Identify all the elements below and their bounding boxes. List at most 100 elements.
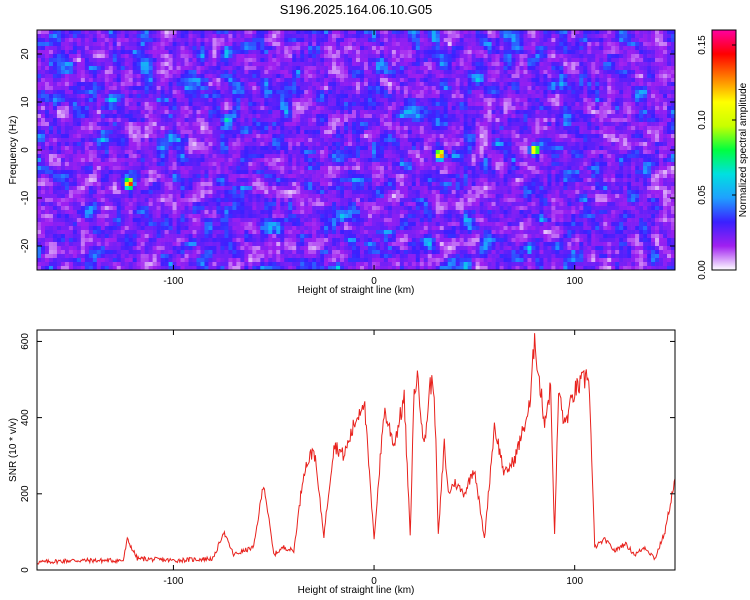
heatmap-cell xyxy=(108,106,114,111)
heatmap-cell xyxy=(320,102,325,107)
heatmap-cell xyxy=(503,38,508,43)
heatmap-cell xyxy=(252,82,257,87)
heatmap-cell xyxy=(627,34,632,39)
heatmap-cell xyxy=(276,54,281,59)
heatmap-cell xyxy=(591,70,596,75)
heatmap-cell xyxy=(84,38,90,43)
heatmap-cell xyxy=(164,82,169,87)
heatmap-cell xyxy=(575,130,580,135)
heatmap-cell xyxy=(371,70,377,75)
heatmap-cell xyxy=(216,42,221,47)
heatmap-cell xyxy=(623,58,628,63)
heatmap-cell xyxy=(100,106,106,111)
heatmap-cell xyxy=(288,130,293,135)
heatmap-cell xyxy=(463,106,468,111)
heatmap-cell xyxy=(76,154,82,159)
heatmap-cell xyxy=(176,46,181,51)
heatmap-cell xyxy=(395,30,401,35)
heatmap-cell xyxy=(427,58,433,63)
heatmap-cell xyxy=(112,74,118,79)
heatmap-cell xyxy=(160,138,165,143)
heatmap-cell xyxy=(511,30,516,35)
heatmap-cell xyxy=(399,50,405,55)
heatmap-cell xyxy=(411,114,417,119)
heatmap-cell xyxy=(300,54,305,59)
heatmap-cell xyxy=(479,150,484,155)
heatmap-cell xyxy=(583,54,588,59)
heatmap-cell xyxy=(359,126,365,131)
heatmap-cell xyxy=(40,126,46,131)
heatmap-cell xyxy=(232,78,237,83)
heatmap-cell xyxy=(244,58,249,63)
heatmap-cell xyxy=(136,126,141,131)
heatmap-cell xyxy=(320,106,325,111)
heatmap-cell xyxy=(403,82,409,87)
heatmap-cell xyxy=(344,142,349,147)
heatmap-cell xyxy=(631,130,636,135)
heatmap-cell xyxy=(431,146,437,151)
heatmap-cell xyxy=(427,86,433,91)
heatmap-cell xyxy=(252,58,257,63)
heatmap-cell xyxy=(451,54,456,59)
heatmap-cell xyxy=(308,86,313,91)
heatmap-cell xyxy=(383,70,389,75)
heatmap-cell xyxy=(64,130,70,135)
heatmap-cell xyxy=(276,118,281,123)
heatmap-cell xyxy=(407,102,413,107)
heatmap-cell xyxy=(515,50,520,55)
heatmap-cell xyxy=(539,34,544,39)
heatmap-cell xyxy=(579,130,584,135)
heatmap-cell xyxy=(200,106,205,111)
heatmap-cell xyxy=(487,146,492,151)
heatmap-cell xyxy=(371,142,377,147)
heatmap-cell xyxy=(635,138,640,143)
heatmap-cell xyxy=(359,122,365,127)
heatmap-cell xyxy=(443,134,449,139)
heatmap-cell xyxy=(507,142,512,147)
heatmap-cell xyxy=(92,62,98,67)
heatmap-cell xyxy=(332,42,337,47)
heatmap-cell xyxy=(40,102,46,107)
heatmap-cell xyxy=(659,78,664,83)
heatmap-cell xyxy=(535,30,540,35)
heatmap-cell xyxy=(48,130,54,135)
heatmap-cell xyxy=(495,86,500,91)
heatmap-cell xyxy=(611,58,616,63)
heatmap-cell xyxy=(651,30,656,35)
heatmap-cell xyxy=(663,70,668,75)
heatmap-cell xyxy=(391,54,397,59)
heatmap-cell xyxy=(316,54,321,59)
heatmap-cell xyxy=(88,130,94,135)
heatmap-cell xyxy=(316,74,321,79)
heatmap-cell xyxy=(292,66,297,71)
heatmap-cell xyxy=(535,66,540,71)
heatmap-cell xyxy=(467,50,472,55)
heatmap-cell xyxy=(627,38,632,43)
heatmap-cell xyxy=(671,30,676,35)
heatmap-cell xyxy=(56,46,62,51)
heatmap-cell xyxy=(184,142,189,147)
heatmap-cell xyxy=(312,70,317,75)
heatmap-cell xyxy=(332,78,337,83)
heatmap-cell xyxy=(443,42,449,47)
heatmap-cell xyxy=(176,126,181,131)
heatmap-cell xyxy=(559,90,564,95)
heatmap-cell xyxy=(507,106,512,111)
heatmap-cell xyxy=(88,98,94,103)
heatmap-cell xyxy=(260,110,265,115)
heatmap-cell xyxy=(527,106,532,111)
heatmap-cell xyxy=(324,150,329,155)
heatmap-cell xyxy=(324,66,329,71)
heatmap-cell xyxy=(427,130,433,135)
heatmap-cell xyxy=(615,78,620,83)
heatmap-cell xyxy=(379,42,385,47)
heatmap-cell xyxy=(595,82,600,87)
heatmap-cell xyxy=(463,126,468,131)
heatmap-cell xyxy=(164,38,169,43)
heatmap-cell xyxy=(527,82,532,87)
heatmap-cell xyxy=(344,134,349,139)
heatmap-cell xyxy=(667,78,672,83)
heatmap-cell xyxy=(148,150,153,155)
heatmap-cell xyxy=(403,110,409,115)
heatmap-cell xyxy=(244,30,249,35)
